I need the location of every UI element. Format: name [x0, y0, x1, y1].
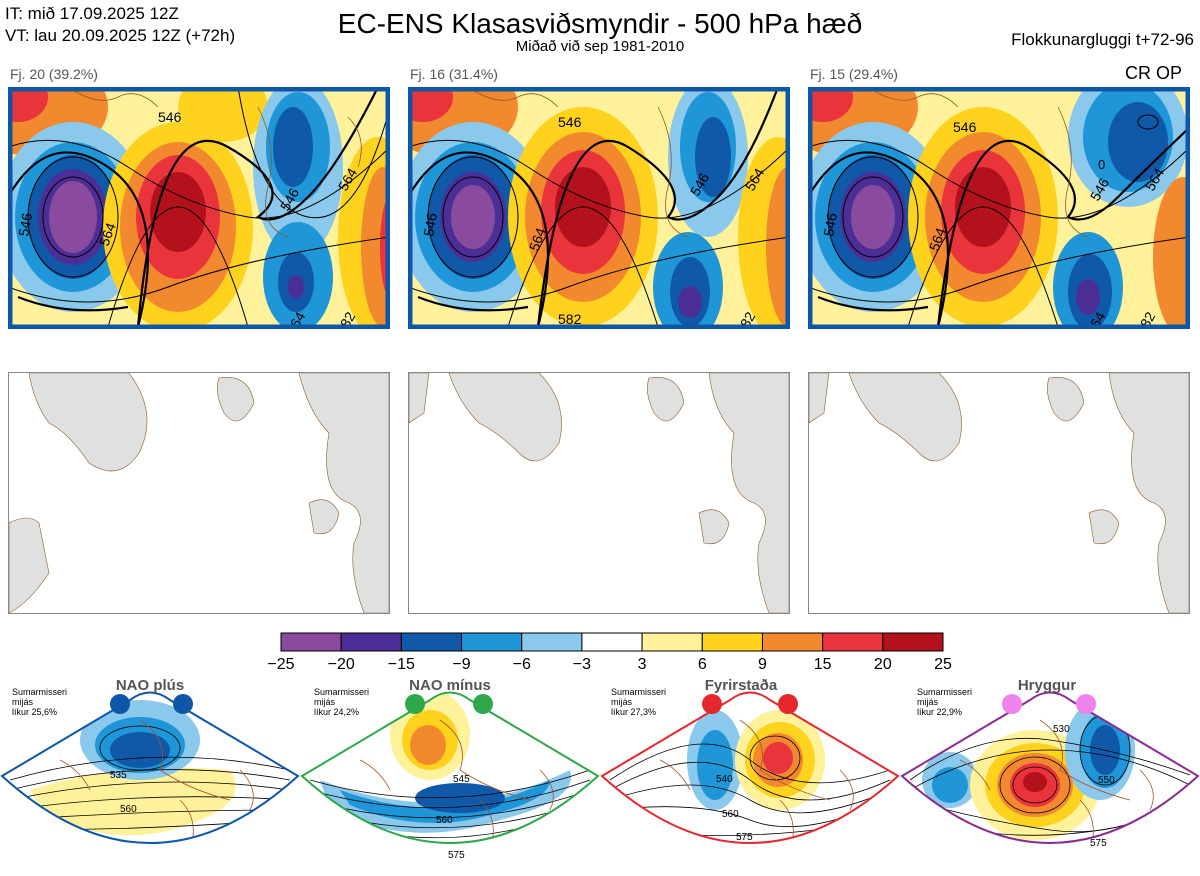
- regime-quality: mijás: [314, 697, 336, 707]
- contour-label: 546: [558, 114, 582, 130]
- colorbar-segment: [882, 632, 944, 652]
- regime-quality: mijás: [611, 697, 633, 707]
- regime-season: Sumarmisseri: [314, 687, 370, 697]
- regime-nao-minus: 545 560 575: [300, 680, 600, 876]
- regime-probability: líkur 22,9%: [917, 707, 963, 717]
- contour-label: 560: [722, 809, 739, 820]
- regime-1-info: Sumarmisseri mijás líkur 25,6%: [12, 687, 67, 717]
- regime-2-title: NAO mínus: [409, 677, 491, 694]
- contour-label: 530: [1053, 724, 1070, 735]
- colorbar-tick: −6: [512, 656, 531, 673]
- colorbar-segment: [280, 632, 342, 652]
- colorbar-tick: 15: [813, 656, 832, 673]
- colorbar: [280, 632, 944, 657]
- regime-season: Sumarmisseri: [611, 687, 667, 697]
- cluster-2-label: Fj. 16 (31.4%): [410, 66, 498, 82]
- colorbar-tick: 9: [758, 656, 767, 673]
- regime-nao-plus: 535 560: [0, 680, 300, 876]
- colorbar-tick: 6: [697, 656, 707, 673]
- contour-label: 546: [158, 109, 182, 125]
- contour-label: 582: [558, 311, 582, 327]
- colorbar-segment: [340, 632, 402, 652]
- regime-season: Sumarmisseri: [12, 687, 68, 697]
- valid-time: VT: lau 20.09.2025 12Z (+72h): [5, 26, 236, 45]
- init-time: IT: mið 17.09.2025 12Z: [5, 4, 179, 23]
- contour-label: 575: [448, 850, 465, 861]
- contour-label: 546: [420, 212, 440, 238]
- colorbar-tick: −9: [452, 656, 471, 673]
- colorbar-segment: [581, 632, 643, 652]
- colorbar-tick: −20: [327, 656, 355, 673]
- colorbar-segment: [400, 632, 463, 652]
- contour-label: 546: [820, 212, 840, 238]
- contour-label: 546: [15, 212, 35, 238]
- colorbar-tick: 25: [934, 656, 952, 673]
- regime-ridge: 530 550 575: [900, 680, 1200, 876]
- regime-4-title: Hryggur: [1017, 677, 1077, 694]
- regime-blocking: 540 560 575: [600, 680, 900, 876]
- contour-label: 564: [526, 225, 549, 253]
- regime-quality: mijás: [12, 697, 34, 707]
- regime-season: Sumarmisseri: [917, 687, 973, 697]
- header-times: IT: mið 17.09.2025 12Z VT: lau 20.09.202…: [5, 3, 235, 47]
- colorbar-tick: 20: [873, 656, 892, 673]
- base-map-3: [808, 372, 1190, 614]
- colorbar-tick: 3: [637, 656, 647, 673]
- colorbar-tick: −25: [267, 656, 295, 673]
- regime-probability: líkur 24,2%: [314, 707, 360, 717]
- base-map-1: [8, 372, 390, 614]
- colorbar-segment: [641, 632, 703, 652]
- regime-quality: mijás: [917, 697, 939, 707]
- regime-probability: líkur 27,3%: [611, 707, 657, 717]
- regime-probability: líkur 25,6%: [12, 707, 58, 717]
- contour-label: 545: [453, 774, 470, 785]
- contour-label: 575: [1090, 838, 1107, 849]
- contour-label: 560: [120, 804, 137, 815]
- contour-label: 564: [96, 220, 119, 248]
- contour-label: 0: [1098, 157, 1105, 172]
- cluster-2-map: 546 546 564 546 564 582 82: [408, 87, 790, 329]
- page-title: EC-ENS Klasasviðsmyndir - 500 hPa hæð: [337, 8, 863, 39]
- contour-label: 560: [436, 815, 453, 826]
- contour-label: 550: [1098, 775, 1115, 786]
- contour-label: 575: [736, 832, 753, 843]
- regime-1-title: NAO plús: [115, 677, 185, 694]
- colorbar-segment: [521, 632, 583, 652]
- cluster-1-map: 546 564 546 546 564 64 82: [8, 87, 390, 329]
- regime-3-title: Fyrirstaða: [704, 677, 778, 694]
- page-subtitle: Miðað við sep 1981-2010: [515, 38, 685, 55]
- crop-label: CR OP: [1124, 63, 1182, 83]
- contour-label: 540: [716, 774, 733, 785]
- classification-window: Flokkunargluggi t+72-96: [1011, 30, 1194, 49]
- regime-2-info: Sumarmisseri mijás líkur 24,2%: [314, 687, 369, 717]
- contour-label: 564: [926, 225, 949, 253]
- regime-3-info: Sumarmisseri mijás líkur 27,3%: [611, 687, 666, 717]
- colorbar-segment: [461, 632, 523, 652]
- cluster-3-label: Fj. 15 (29.4%): [810, 66, 898, 82]
- cluster-1-label: Fj. 20 (39.2%): [10, 66, 98, 82]
- regime-4-info: Sumarmisseri mijás líkur 22,9%: [917, 687, 972, 717]
- colorbar-segment: [822, 632, 884, 652]
- base-map-2: [408, 372, 790, 614]
- colorbar-tick: −15: [387, 656, 415, 673]
- cluster-3-map: 546 546 564 546 564 64 82 0: [808, 87, 1190, 329]
- colorbar-segment: [701, 632, 763, 652]
- contour-label: 546: [953, 119, 977, 135]
- colorbar-tick: −3: [572, 656, 592, 673]
- contour-label: 535: [110, 770, 127, 781]
- colorbar-segment: [761, 632, 824, 652]
